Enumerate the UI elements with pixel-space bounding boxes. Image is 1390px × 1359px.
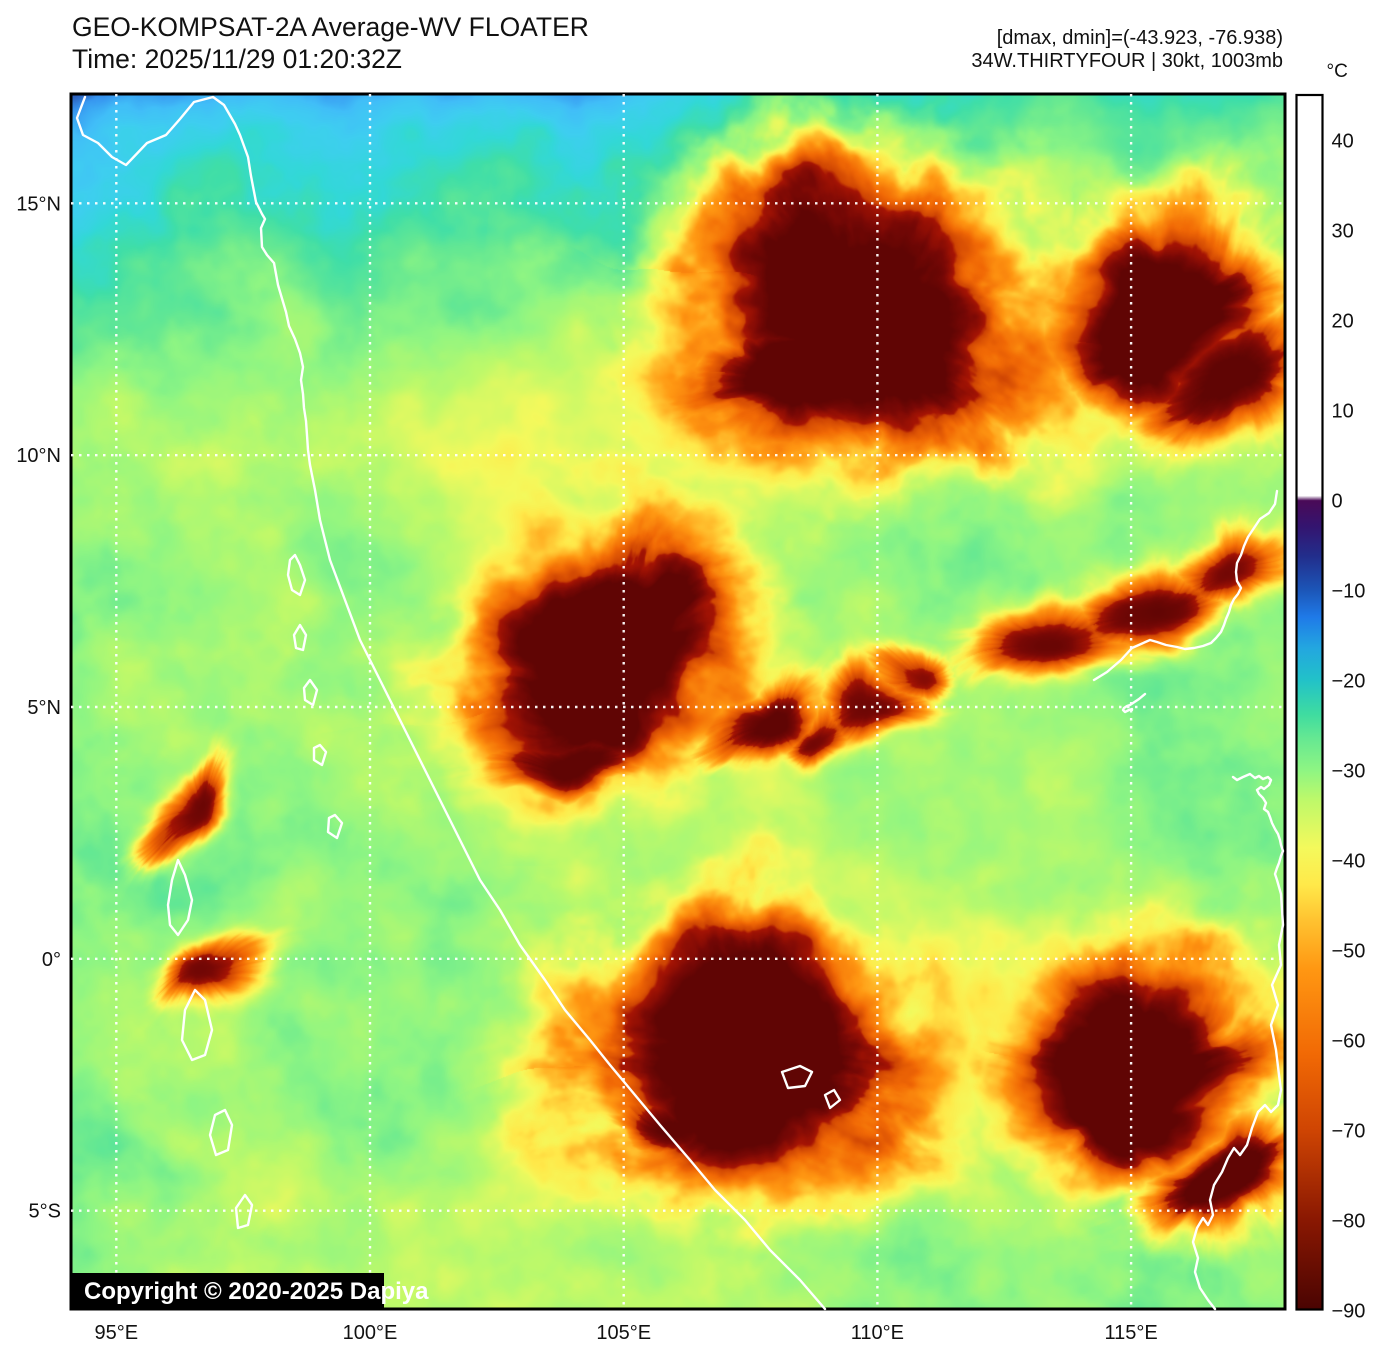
svg-text:−20: −20 <box>1332 670 1366 692</box>
svg-text:−10: −10 <box>1332 580 1366 602</box>
svg-text:100°E: 100°E <box>343 1322 398 1344</box>
svg-text:10: 10 <box>1332 400 1354 422</box>
svg-text:−80: −80 <box>1332 1210 1366 1232</box>
svg-text:15°N: 15°N <box>16 193 61 215</box>
svg-text:110°E: 110°E <box>851 1322 904 1344</box>
svg-text:5°S: 5°S <box>29 1201 61 1223</box>
svg-text:105°E: 105°E <box>596 1322 651 1344</box>
svg-text:−40: −40 <box>1332 850 1366 872</box>
svg-text:30: 30 <box>1332 220 1354 242</box>
svg-text:−50: −50 <box>1332 940 1366 962</box>
svg-text:−70: −70 <box>1332 1120 1366 1142</box>
svg-text:Copyright © 2020-2025 Dapiya: Copyright © 2020-2025 Dapiya <box>84 1278 429 1305</box>
svg-text:−30: −30 <box>1332 760 1366 782</box>
svg-text:10°N: 10°N <box>16 445 61 467</box>
svg-text:95°E: 95°E <box>95 1322 139 1344</box>
svg-text:20: 20 <box>1332 310 1354 332</box>
svg-text:°C: °C <box>1327 61 1348 82</box>
svg-text:115°E: 115°E <box>1104 1322 1157 1344</box>
svg-text:0: 0 <box>1332 490 1343 512</box>
svg-text:−60: −60 <box>1332 1030 1366 1052</box>
svg-text:−90: −90 <box>1332 1300 1366 1322</box>
svg-text:40: 40 <box>1332 130 1354 152</box>
svg-text:0°: 0° <box>42 949 61 971</box>
svg-text:5°N: 5°N <box>27 697 61 719</box>
